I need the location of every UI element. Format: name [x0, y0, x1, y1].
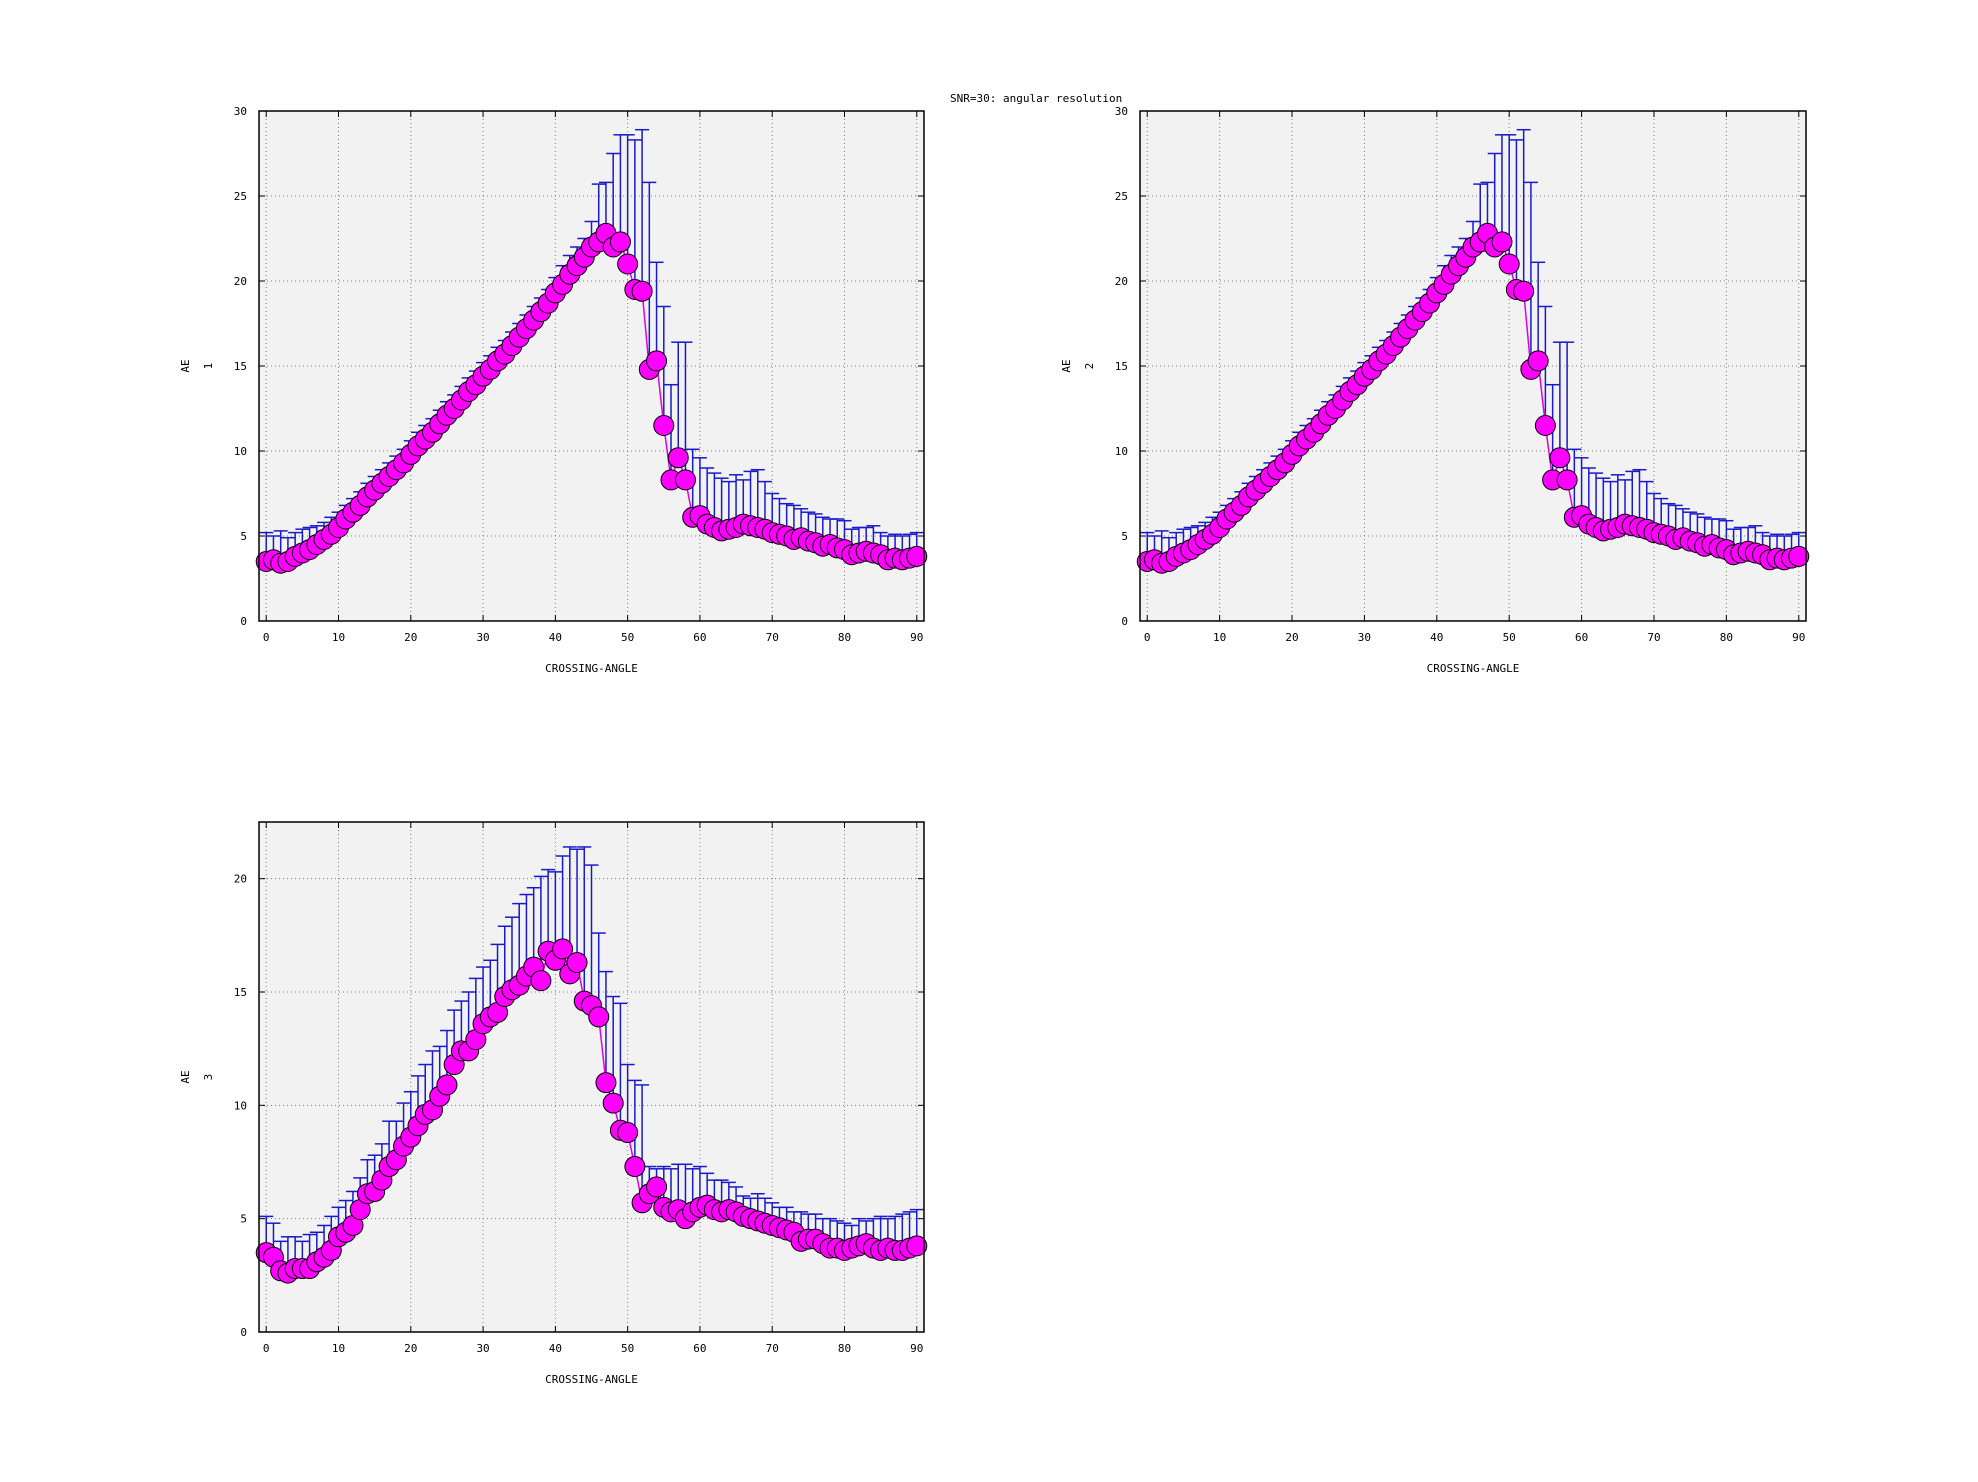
data-point — [624, 1156, 646, 1178]
y-tick-label: 0 — [240, 1326, 247, 1339]
x-tick-label: 40 — [1430, 631, 1443, 644]
data-point — [436, 1074, 458, 1096]
data-point — [588, 1006, 610, 1028]
x-tick-label: 80 — [838, 631, 851, 644]
y-tick-label: 30 — [1115, 105, 1128, 118]
data-point — [1534, 415, 1556, 436]
x-tick-label: 0 — [263, 1342, 270, 1355]
x-tick-label: 10 — [332, 1342, 345, 1355]
x-tick-label: 0 — [263, 631, 270, 644]
x-tick-label: 20 — [404, 1342, 417, 1355]
data-point — [1556, 469, 1578, 491]
data-point — [566, 952, 588, 974]
x-tick-label: 70 — [766, 631, 779, 644]
data-point — [1513, 280, 1535, 302]
x-tick-label: 70 — [1647, 631, 1660, 644]
x-axis-label: CROSSING-ANGLE — [545, 662, 638, 675]
data-point — [1498, 253, 1520, 275]
y-tick-label: 5 — [240, 530, 247, 543]
y-tick-label: 10 — [234, 1099, 247, 1112]
x-tick-label: 30 — [476, 631, 489, 644]
y-axis-label-subscript: 2 — [1083, 363, 1096, 370]
data-point — [595, 1072, 617, 1094]
y-tick-label: 30 — [234, 105, 247, 118]
x-tick-label: 30 — [1358, 631, 1371, 644]
y-tick-label: 20 — [1115, 275, 1128, 288]
x-tick-label: 30 — [476, 1342, 489, 1355]
x-tick-label: 40 — [549, 631, 562, 644]
x-tick-label: 50 — [621, 1342, 634, 1355]
data-point — [1527, 350, 1549, 372]
data-point — [602, 1092, 624, 1114]
y-tick-label: 5 — [1121, 530, 1128, 543]
x-tick-label: 60 — [693, 1342, 706, 1355]
x-tick-label: 0 — [1144, 631, 1151, 644]
y-tick-label: 15 — [234, 360, 247, 373]
data-point — [674, 469, 696, 491]
y-tick-label: 25 — [234, 190, 247, 203]
y-axis-label: AE — [179, 359, 192, 372]
data-point — [631, 280, 653, 302]
plot-frame — [1139, 110, 1807, 622]
plot-frame — [258, 821, 925, 1333]
data-point — [906, 545, 928, 567]
y-axis-label-subscript: 1 — [202, 363, 215, 370]
figure-title: SNR=30: angular resolution — [950, 92, 1123, 105]
y-axis-label: AE — [1060, 359, 1073, 372]
data-point — [667, 447, 689, 469]
y-tick-label: 5 — [240, 1213, 247, 1226]
x-tick-label: 70 — [766, 1342, 779, 1355]
x-tick-label: 80 — [838, 1342, 851, 1355]
y-axis-label-subscript: 3 — [202, 1074, 215, 1081]
data-point — [1788, 545, 1810, 567]
y-tick-label: 15 — [234, 986, 247, 999]
data-point — [653, 415, 675, 436]
y-tick-label: 10 — [234, 445, 247, 458]
y-tick-label: 15 — [1115, 360, 1128, 373]
x-tick-label: 90 — [910, 1342, 923, 1355]
x-axis-label: CROSSING-ANGLE — [1427, 662, 1520, 675]
y-tick-label: 0 — [1121, 615, 1128, 628]
x-tick-label: 60 — [1575, 631, 1588, 644]
data-point — [1491, 231, 1513, 253]
plot-frame — [258, 110, 925, 622]
data-point — [609, 231, 631, 253]
x-tick-label: 20 — [1285, 631, 1298, 644]
data-point — [646, 350, 668, 372]
y-tick-label: 20 — [234, 873, 247, 886]
y-axis-label: AE — [179, 1070, 192, 1083]
y-tick-label: 10 — [1115, 445, 1128, 458]
x-tick-label: 50 — [1503, 631, 1516, 644]
y-tick-label: 0 — [240, 615, 247, 628]
x-tick-label: 90 — [910, 631, 923, 644]
data-point — [530, 970, 552, 992]
y-tick-label: 25 — [1115, 190, 1128, 203]
data-point — [617, 253, 639, 275]
data-point — [617, 1122, 639, 1144]
x-tick-label: 50 — [621, 631, 634, 644]
x-tick-label: 90 — [1792, 631, 1805, 644]
x-tick-label: 20 — [404, 631, 417, 644]
data-point — [1549, 447, 1571, 469]
data-point — [552, 938, 574, 960]
x-tick-label: 10 — [332, 631, 345, 644]
data-point — [906, 1235, 928, 1257]
x-axis-label: CROSSING-ANGLE — [545, 1373, 638, 1386]
x-tick-label: 40 — [549, 1342, 562, 1355]
x-tick-label: 60 — [693, 631, 706, 644]
data-point — [646, 1176, 668, 1198]
y-tick-label: 20 — [234, 275, 247, 288]
x-tick-label: 80 — [1720, 631, 1733, 644]
x-tick-label: 10 — [1213, 631, 1226, 644]
